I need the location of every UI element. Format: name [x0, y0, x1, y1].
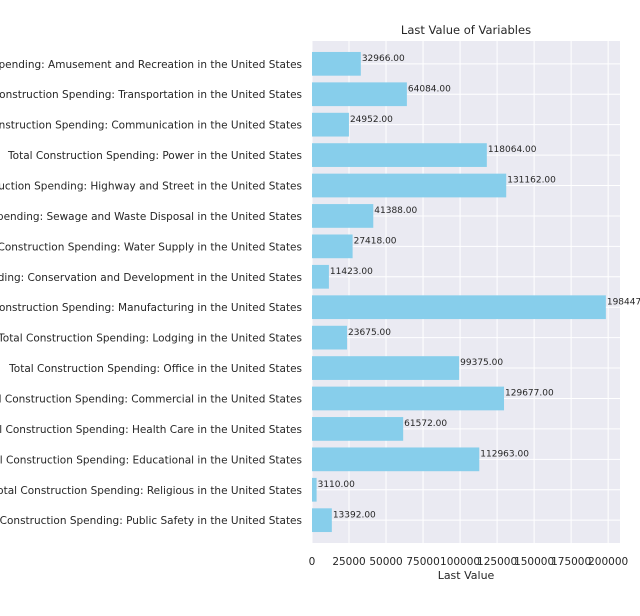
- category-label: Total Construction Spending: Water Suppl…: [0, 241, 302, 253]
- category-label: Total Construction Spending: Educational…: [0, 454, 302, 466]
- bar: [312, 204, 374, 228]
- bar: [312, 82, 407, 107]
- category-label: Total Construction Spending: Office in t…: [8, 363, 302, 375]
- gridlines: [311, 41, 620, 543]
- bar: [312, 325, 348, 350]
- value-labels: 32966.00 64084.00 24952.00 118064.00 131162.…: [318, 54, 640, 520]
- bar: [312, 356, 460, 380]
- x-tick-labels: 0 25000 50000 75000 100000125000150000175000…: [309, 556, 629, 568]
- bar-value-label: 23675.00: [348, 328, 391, 338]
- chart-title: Last Value of Variables: [401, 23, 531, 37]
- x-tick-label: 0: [309, 556, 316, 568]
- x-tick-label: 25000: [332, 556, 365, 568]
- category-label: Total Construction Spending: Sewage and …: [0, 211, 302, 223]
- bar-value-label: 64084.00: [408, 84, 451, 94]
- bar-value-label: 129677.00: [505, 389, 554, 399]
- bar: [312, 447, 480, 472]
- x-axis-label: Last Value: [438, 569, 495, 582]
- category-label: Total Construction Spending: Power in th…: [7, 150, 302, 162]
- bar-value-label: 41388.00: [374, 206, 417, 216]
- bar: [312, 234, 353, 259]
- bar-value-label: 32966.00: [362, 54, 405, 64]
- category-label: Total Construction Spending: Public Safe…: [0, 515, 302, 527]
- category-label: Total Construction Spending: Religious i…: [0, 485, 302, 497]
- bar-value-label: 61572.00: [404, 419, 447, 429]
- x-tick-label: 175000: [551, 556, 591, 568]
- category-label: Total Construction Spending: Communicati…: [0, 120, 302, 132]
- category-label: Total Construction Spending: Commercial …: [0, 393, 302, 405]
- bar: [312, 173, 507, 198]
- category-label: Total Construction Spending: Conservatio…: [0, 272, 302, 284]
- bar-value-label: 118064.00: [488, 145, 537, 155]
- bar: [312, 477, 317, 502]
- category-label: Total Construction Spending: Lodging in …: [0, 333, 302, 345]
- bar-value-label: 112963.00: [480, 449, 529, 459]
- bar-value-label: 24952.00: [350, 115, 393, 125]
- x-tick-label: 125000: [477, 556, 517, 568]
- category-label: Total Construction Spending: Highway and…: [0, 181, 302, 193]
- category-label: Total Construction Spending: Health Care…: [0, 424, 302, 436]
- bar-value-label: 13392.00: [333, 510, 376, 520]
- category-labels: Total Construction Spending: Amusement a…: [0, 59, 302, 527]
- bar: [312, 112, 349, 137]
- bar: [312, 264, 329, 289]
- x-tick-label: 100000: [440, 556, 480, 568]
- bar-value-label: 99375.00: [460, 358, 503, 368]
- bar: [312, 51, 361, 76]
- bar: [312, 295, 606, 320]
- bar-value-label: 198447.00: [607, 297, 640, 307]
- category-label: Total Construction Spending: Manufacturi…: [0, 302, 302, 314]
- bar: [312, 417, 404, 441]
- bar: [312, 143, 487, 167]
- x-tick-label: 150000: [514, 556, 554, 568]
- bar: [312, 508, 332, 533]
- category-label: Total Construction Spending: Transportat…: [0, 89, 302, 101]
- x-tick-label: 75000: [406, 556, 439, 568]
- bars: [312, 51, 606, 533]
- x-tick-label: 200000: [588, 556, 628, 568]
- bar-value-label: 3110.00: [318, 480, 355, 490]
- bar-value-label: 27418.00: [354, 236, 397, 246]
- bar-value-label: 11423.00: [330, 267, 373, 277]
- bar: [312, 386, 505, 411]
- x-tick-label: 50000: [369, 556, 402, 568]
- category-label: Total Construction Spending: Amusement a…: [0, 59, 302, 71]
- bar-value-label: 131162.00: [507, 176, 556, 186]
